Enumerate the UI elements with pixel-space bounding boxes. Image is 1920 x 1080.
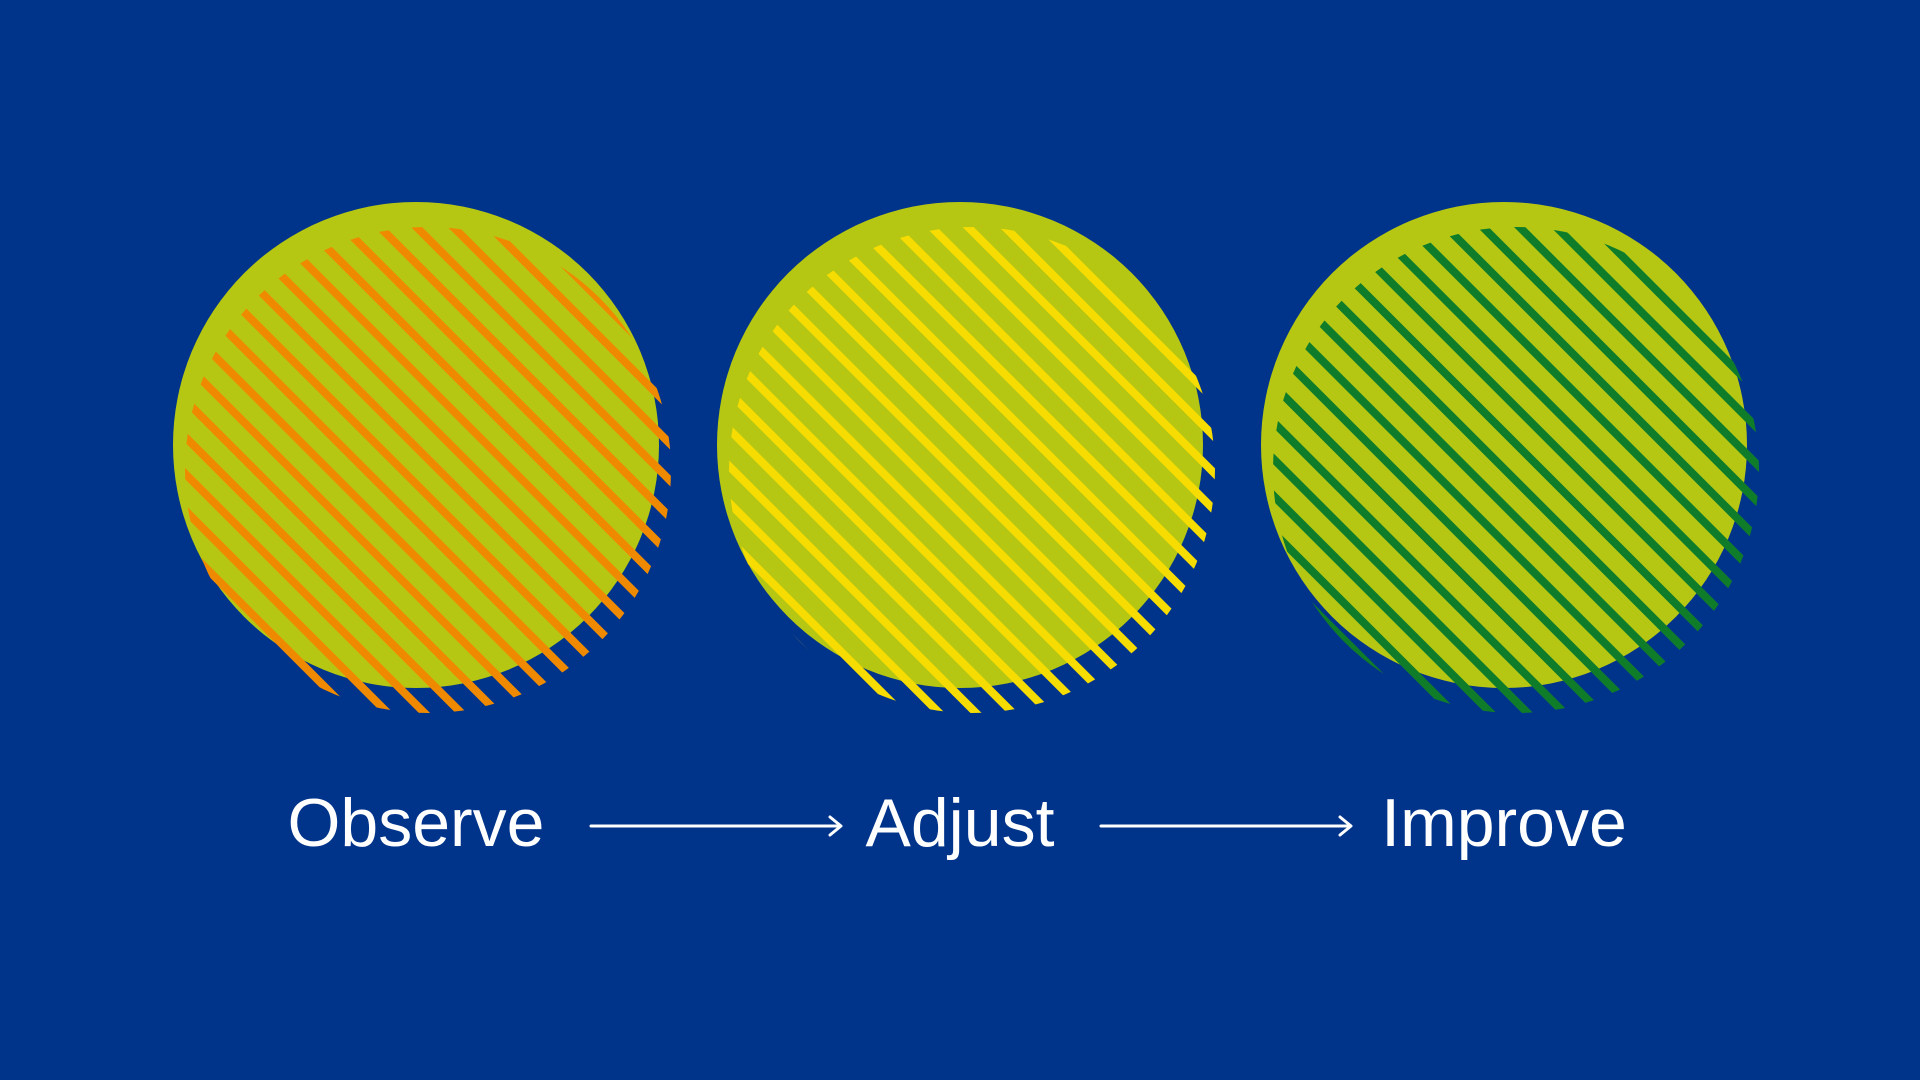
arrow-adjust-to-improve xyxy=(1099,815,1353,837)
arrowhead xyxy=(1338,815,1353,837)
arrow-observe-to-adjust xyxy=(589,815,843,837)
hatched-circle-observe xyxy=(185,227,671,713)
step-adjust: Adjust xyxy=(717,202,1215,861)
step-label-adjust: Adjust xyxy=(866,785,1055,861)
hatched-circle-improve xyxy=(1273,227,1759,713)
step-label-observe: Observe xyxy=(288,785,545,861)
step-observe: Observe xyxy=(173,202,671,861)
arrowhead xyxy=(828,815,843,837)
step-improve: Improve xyxy=(1261,202,1759,861)
step-label-improve: Improve xyxy=(1381,785,1627,861)
hatched-circle-adjust xyxy=(729,227,1215,713)
